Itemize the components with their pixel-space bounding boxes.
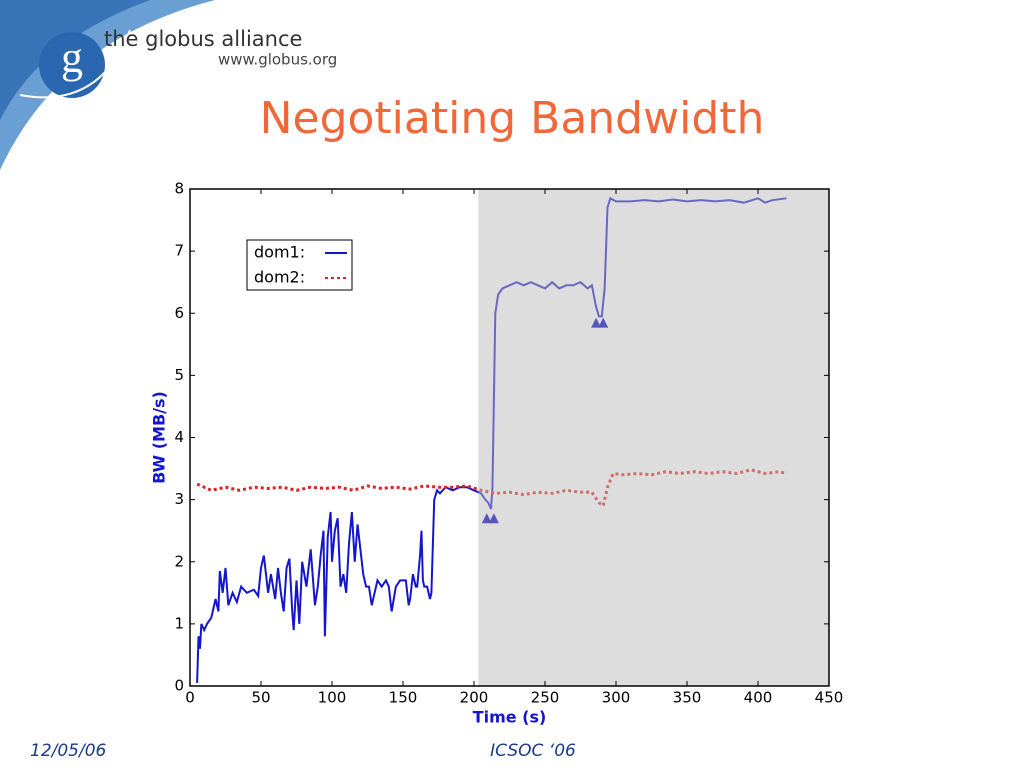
y-tick-label: 7 — [174, 242, 184, 260]
y-tick-label: 3 — [174, 490, 184, 508]
x-tick-label: 350 — [673, 689, 702, 707]
legend-label: dom1: — [254, 243, 305, 262]
logo-circle — [39, 32, 105, 98]
legend-box — [246, 239, 353, 291]
y-tick-label: 6 — [174, 304, 184, 322]
y-tick-label: 2 — [174, 552, 184, 570]
chart: 0 50 100 150 200 250 300 350 400 450 0 1 2 3 4 5 6 7 8 Time… — [150, 180, 844, 727]
y-tick-label: 5 — [174, 366, 184, 384]
y-tick-label: 8 — [174, 180, 184, 198]
logo-orbit — [19, 29, 131, 99]
brand-name: the globus alliance — [104, 27, 302, 51]
shaded-region — [478, 189, 829, 686]
marker-triangle — [481, 513, 492, 524]
marker-triangle — [591, 317, 602, 328]
x-tick-label: 400 — [744, 689, 773, 707]
y-tick-label: 0 — [174, 677, 184, 695]
footer-date: 12/05/06 — [30, 741, 107, 761]
y-axis-label: BW (MB/s) — [150, 391, 169, 484]
x-tick-label: 150 — [389, 689, 418, 707]
footer-venue: ICSOC ‘06 — [490, 741, 576, 761]
marker-triangle — [488, 513, 499, 524]
x-tick-label: 300 — [602, 689, 631, 707]
legend-label: dom2: — [254, 268, 305, 287]
y-tick-label: 4 — [174, 428, 184, 446]
x-tick-label: 450 — [815, 689, 844, 707]
x-tick-label: 0 — [185, 689, 195, 707]
x-axis-label: Time (s) — [473, 708, 547, 727]
header-swoosh-dark — [0, 0, 150, 120]
marker-triangle — [598, 317, 609, 328]
y-tick-label: 1 — [174, 614, 184, 632]
slide-title: Negotiating Bandwidth — [260, 93, 765, 144]
x-tick-label: 200 — [460, 689, 489, 707]
x-tick-label: 50 — [251, 689, 270, 707]
brand-url: www.globus.org — [218, 51, 337, 69]
logo-letter: g — [61, 33, 83, 82]
x-tick-label: 250 — [531, 689, 560, 707]
x-tick-label: 100 — [318, 689, 347, 707]
